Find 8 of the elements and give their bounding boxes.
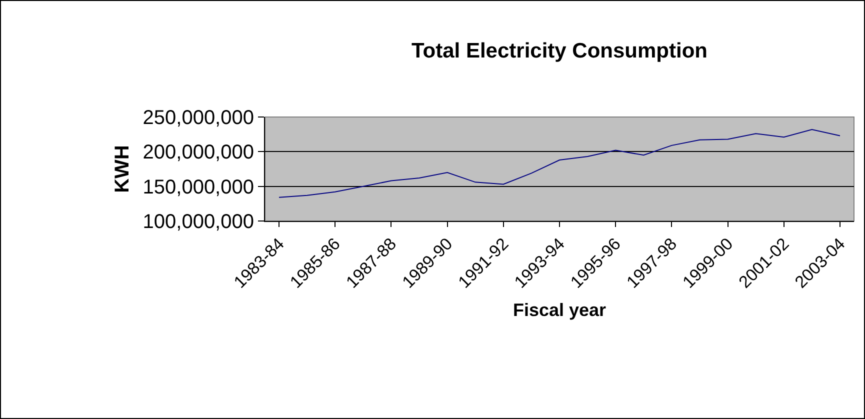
y-tick-label: 100,000,000	[142, 211, 254, 233]
y-tick-label: 200,000,000	[142, 142, 254, 164]
y-tick-label: 150,000,000	[142, 176, 254, 198]
y-tick-label: 250,000,000	[142, 107, 254, 129]
line-series	[278, 128, 840, 198]
chart-title: Total Electricity Consumption	[412, 39, 708, 62]
x-axis-title: Fiscal year	[512, 300, 606, 320]
y-axis-title: KWH	[111, 145, 134, 193]
